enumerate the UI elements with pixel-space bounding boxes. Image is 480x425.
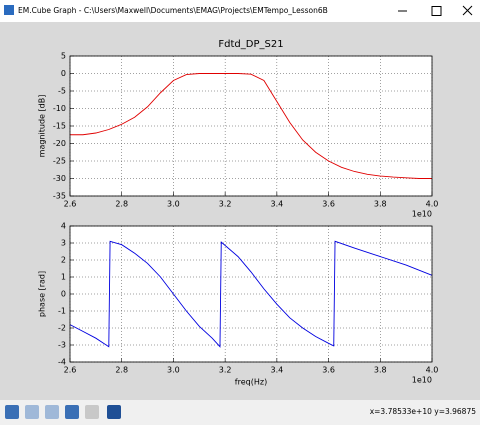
y-tick-label: -1: [58, 307, 66, 316]
status-text: x=3.78533e+10 y=3.96875: [370, 407, 477, 416]
y-tick-label: -4: [58, 358, 66, 367]
x-tick-label: 3.8: [374, 200, 387, 209]
y-tick-label: 1: [61, 273, 66, 282]
window-title: EM.Cube Graph - C:\Users\Maxwell\Documen…: [18, 6, 328, 15]
x-tick-label: 2.6: [64, 200, 77, 209]
pan-button[interactable]: [65, 405, 79, 419]
y-tick-label: 5: [61, 52, 66, 61]
x-tick-label: 2.8: [115, 200, 128, 209]
y-tick-label: -10: [53, 104, 66, 113]
x-tick-label: 3.6: [322, 200, 335, 209]
x-tick-label: 3.0: [167, 366, 180, 375]
x-tick-label: 3.2: [219, 366, 232, 375]
app-icon: [4, 5, 14, 15]
x-tick-label: 3.2: [219, 200, 232, 209]
y-tick-label: 2: [61, 256, 66, 265]
y-tick-label: -15: [53, 122, 66, 131]
x-tick-label: 4.0: [426, 366, 439, 375]
y-axis-label: magnitude [dB]: [38, 95, 47, 158]
plot-frame: [69, 225, 433, 363]
x-tick-label: 2.6: [64, 366, 77, 375]
x-tick-label: 4.0: [426, 200, 439, 209]
y-tick-label: 0: [61, 290, 66, 299]
y-tick-label: -35: [53, 192, 66, 201]
toolbar: [0, 400, 480, 425]
y-tick-label: 0: [61, 69, 66, 78]
y-tick-label: -2: [58, 324, 66, 333]
x-tick-label: 3.4: [270, 366, 283, 375]
x-tick-label: 3.6: [322, 366, 335, 375]
x-axis-label: freq(Hz): [235, 378, 267, 387]
y-tick-label: -3: [58, 341, 66, 350]
y-axis-label: phase [rad]: [38, 271, 47, 317]
x-tick-label: 3.8: [374, 366, 387, 375]
x-offset-label: 1e10: [412, 210, 432, 219]
y-tick-label: 3: [61, 239, 66, 248]
home-button[interactable]: [5, 405, 19, 419]
y-tick-label: -30: [53, 174, 66, 183]
data-line: [70, 73, 432, 179]
data-line: [69, 240, 433, 348]
x-offset-label: 1e10: [412, 376, 432, 385]
y-tick-label: -25: [53, 157, 66, 166]
close-button[interactable]: [462, 5, 473, 16]
title-bar: [0, 0, 480, 22]
x-tick-label: 3.4: [270, 200, 283, 209]
y-tick-label: -5: [58, 87, 66, 96]
y-tick-label: -20: [53, 139, 66, 148]
save-button[interactable]: [107, 405, 121, 419]
maximize-button[interactable]: [431, 6, 442, 16]
back-button[interactable]: [25, 405, 39, 419]
forward-button[interactable]: [45, 405, 59, 419]
x-tick-label: 2.8: [115, 366, 128, 375]
x-tick-label: 3.0: [167, 200, 180, 209]
chart-title: Fdtd_DP_S21: [218, 39, 283, 50]
y-tick-label: 4: [61, 222, 66, 231]
toolbar-buttons: [5, 405, 121, 419]
zoom-button[interactable]: [85, 405, 99, 419]
plot-frame: [69, 55, 433, 197]
